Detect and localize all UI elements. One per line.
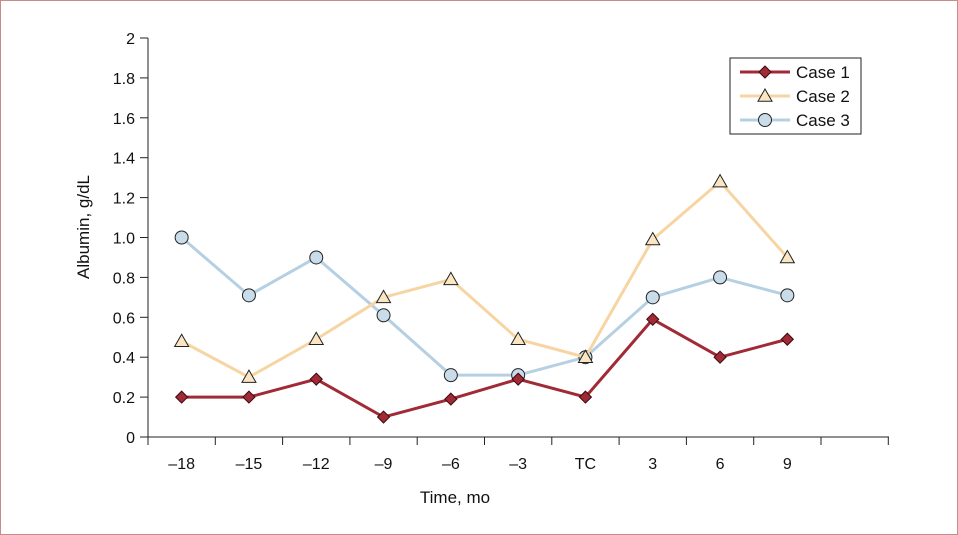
data-point [308, 331, 325, 345]
y-tick-label: 0.2 [113, 390, 135, 407]
data-point [241, 288, 256, 303]
data-point [174, 230, 189, 245]
data-point [309, 250, 324, 265]
y-tick-label: 1.4 [113, 151, 135, 168]
data-point [242, 390, 256, 404]
y-tick-label: 1.2 [113, 191, 135, 208]
legend-swatch-marker [758, 113, 772, 127]
data-point [780, 288, 795, 303]
data-point [511, 372, 525, 386]
data-point [713, 350, 727, 364]
legend-label: Case 1 [796, 63, 850, 82]
data-point [713, 270, 728, 285]
x-tick-label: TC [575, 456, 596, 473]
series-line [181, 317, 788, 419]
data-point [779, 249, 796, 264]
data-point [645, 290, 660, 305]
series-layer [173, 173, 796, 424]
x-tick-label: 3 [648, 456, 657, 473]
x-tick-label: –9 [375, 456, 393, 473]
x-tick-label: –6 [442, 456, 460, 473]
data-point [577, 349, 594, 363]
x-tick-label: –15 [236, 456, 263, 473]
legend-swatch-marker [758, 65, 772, 79]
x-axis-title: Time, mo [420, 488, 490, 507]
y-tick-label: 1.0 [113, 231, 135, 248]
x-tick-label: 6 [716, 456, 725, 473]
data-point [376, 410, 391, 424]
data-point [173, 333, 190, 347]
legend-label: Case 2 [796, 87, 850, 106]
data-point [174, 390, 189, 404]
y-tick-label: 0 [126, 430, 135, 447]
data-point [510, 331, 527, 345]
data-point [578, 390, 593, 404]
data-point [375, 289, 392, 304]
data-point [712, 173, 728, 188]
x-tick-label: 9 [783, 456, 792, 473]
data-point [442, 271, 459, 286]
y-tick-label: 0.4 [113, 350, 135, 367]
data-point [646, 312, 660, 327]
y-tick-label: 0.6 [113, 310, 135, 327]
y-tick-label: 0.8 [113, 270, 135, 287]
data-point [444, 392, 458, 406]
y-tick-label: 2 [126, 31, 135, 48]
legend-label: Case 3 [796, 111, 850, 130]
x-tick-label: –12 [303, 456, 330, 473]
series-line [180, 236, 788, 377]
data-point [309, 372, 323, 386]
y-axis-title: Albumin, g/dL [74, 175, 93, 279]
legend-swatch-marker [757, 87, 773, 102]
data-point [241, 369, 257, 383]
y-tick-label: 1.6 [113, 111, 135, 128]
legend: Case 1 Case 2 Case 3 [729, 57, 862, 135]
x-tick-label: –3 [509, 456, 527, 473]
series-line [180, 179, 789, 379]
data-point [780, 332, 795, 346]
data-point [644, 231, 661, 246]
data-point [376, 308, 391, 323]
x-tick-label: –18 [168, 456, 195, 473]
y-tick-label: 1.8 [113, 71, 135, 88]
data-point [443, 368, 458, 383]
axes: 0 0.2 0.4 0.6 0.8 1.0 1.2 1.4 1.6 1.8 2 –18 –15 –12 –9… [113, 31, 889, 473]
